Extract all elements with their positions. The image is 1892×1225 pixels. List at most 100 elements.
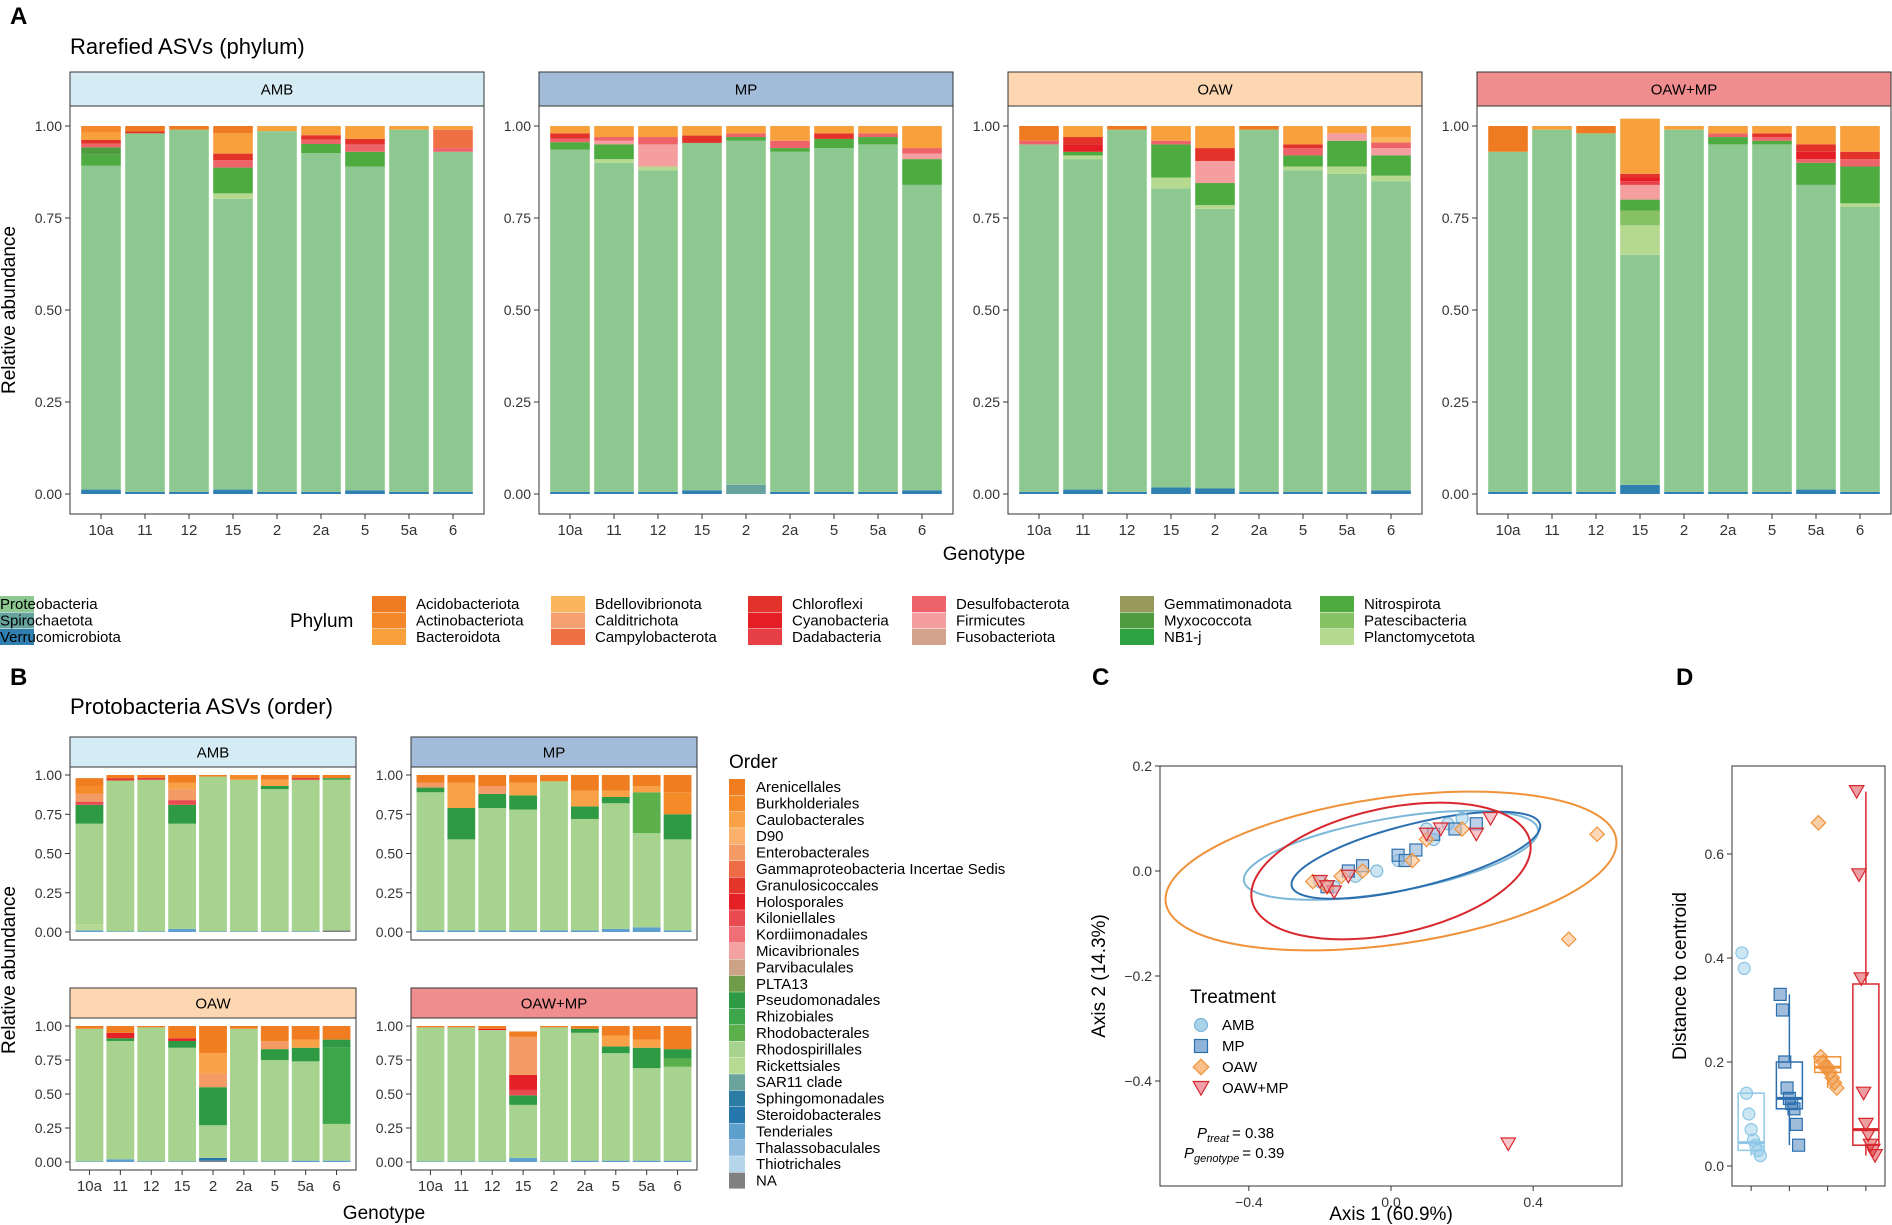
bar-segment-bacteroidota: [1840, 126, 1880, 152]
bar-segment-na: [322, 930, 351, 932]
point-oaw: [1454, 820, 1471, 838]
legend-swatch-desulfobacterota: [912, 596, 946, 612]
bar-2: [199, 775, 227, 932]
bar-segment-firmicutes: [594, 140, 634, 145]
bar-segment-proteobacteria: [345, 166, 385, 491]
y-tick-label: 1.00: [376, 767, 403, 783]
bar-segment-chloroflexi: [1796, 144, 1836, 152]
bar-segment-desulfobacterota: [81, 143, 121, 148]
bar-segment-nitrospirota: [1063, 151, 1103, 156]
bar-segment-tenderiales: [663, 930, 692, 932]
bar-segment-arenicellales: [509, 775, 538, 783]
y-tick-label: 0.0: [1133, 863, 1153, 879]
bar-segment-rhodospirillales: [137, 779, 166, 932]
x-tick-label: 2: [742, 522, 750, 539]
bar-segment-desulfobacterota: [550, 138, 590, 143]
bar-segment-planctomycetota: [1840, 203, 1880, 207]
bar-10a: [75, 1026, 104, 1162]
bar-segment-arenicellales: [478, 1026, 507, 1029]
bar-segment-nitrospirota: [726, 137, 766, 141]
bar-segment-planctomycetota: [1371, 175, 1411, 182]
facet-strip-label: OAW+MP: [1651, 81, 1718, 98]
y-axis-title: Relative abundance: [0, 226, 20, 394]
bar-segment-tenderiales: [106, 1159, 135, 1162]
bar-segment-tenderiales: [106, 931, 135, 932]
bar-segment-verrucomicrobiota: [257, 491, 297, 494]
bar-segment-cyanobacteria: [1796, 151, 1836, 160]
bar-15: [1620, 118, 1660, 494]
bar-segment-arenicellales: [168, 775, 197, 783]
legend-swatch-micavibrionales: [729, 943, 745, 959]
bar-segment-caulobacterales: [447, 782, 476, 808]
bar-6: [1840, 126, 1880, 494]
legend-label-steroidobacterales: Steroidobacterales: [756, 1107, 881, 1124]
bar-11: [447, 775, 476, 932]
bar-segment-acidobacteriota: [1019, 126, 1059, 141]
point-oaw-plusmp: [1418, 827, 1435, 843]
bar-segment-acidobacteriota: [1239, 126, 1279, 130]
bar-segment-verrucomicrobiota: [433, 491, 473, 494]
treatment-legend: Treatment AMB MP OAW OAW+MP: [1190, 987, 1289, 1097]
bar-segment-proteobacteria: [1620, 254, 1660, 485]
bar-10a: [81, 126, 121, 494]
bar-15: [168, 775, 197, 932]
legend-label-tenderiales: Tenderiales: [756, 1123, 833, 1140]
legend-swatch-fusobacteriota: [912, 629, 946, 645]
point-oaw-plusmp: [1468, 827, 1485, 843]
legend-swatch-enterobacterales: [729, 844, 745, 861]
bar-segment-nitrospirota: [301, 144, 341, 154]
legend-label-gammaproteobacteria-incertae-sedis: Gammaproteobacteria Incertae Sedis: [756, 861, 1005, 878]
bar-segment-proteobacteria: [1371, 181, 1411, 491]
panel-label-d: D: [1676, 664, 1693, 691]
x-tick-label: 6: [1856, 522, 1864, 539]
bar-segment-nitrospirota: [770, 148, 810, 152]
bar-segment-verrucomicrobiota: [125, 491, 165, 494]
legend-swatch-plta13: [729, 975, 745, 992]
bar-6: [433, 126, 473, 494]
bar-segment-campylobacterota: [433, 129, 473, 149]
legend-label-rhizobiales: Rhizobiales: [756, 1009, 834, 1026]
bar-segment-tenderiales: [260, 931, 289, 932]
bar-segment-enterobacterales: [168, 789, 197, 801]
point-oaw: [1354, 862, 1371, 880]
bar-segment-verrucomicrobiota: [1019, 491, 1059, 494]
bar-segment-acidobacteriota: [1576, 126, 1616, 134]
bar-segment-arenicellales: [540, 1026, 568, 1028]
bar-segment-tenderiales: [322, 1160, 351, 1162]
bar-segment-bacteroidota: [814, 126, 854, 134]
p-treat-subscript: treat: [1207, 1133, 1230, 1145]
bar-segment-rhodospirillales: [570, 818, 599, 931]
legend-swatch-verrucomicrobiota: [0, 629, 34, 645]
legend-swatch-gammaproteobacteria-incertae-sedis: [729, 861, 745, 877]
ellipse-oaw-plusmp: [1250, 801, 1532, 941]
bar-segment-pseudomonadales: [478, 793, 507, 808]
point-oaw-plusmp: [1325, 885, 1343, 900]
x-tick-label: 5: [830, 522, 838, 539]
bar-6: [902, 126, 942, 494]
bar-2a: [770, 126, 810, 494]
point-mp: [1780, 1081, 1794, 1095]
bar-segment-proteobacteria: [1664, 129, 1704, 492]
bar-15: [682, 126, 722, 494]
bar-segment-desulfobacterota: [1019, 140, 1059, 145]
legend-swatch-calditrichota: [551, 612, 585, 629]
legend-label-enterobacterales: Enterobacterales: [756, 845, 869, 862]
bar-segment-chloroflexi: [1752, 133, 1792, 138]
bar-segment-rhodospirillales: [322, 1123, 351, 1161]
bar-segment-nitrospirota: [1752, 140, 1792, 145]
y-tick-label: 0.50: [376, 1086, 403, 1102]
x-tick-label: 15: [1632, 522, 1649, 539]
bar-2a: [229, 775, 258, 932]
bar-segment-pseudomonadales: [416, 787, 445, 793]
bar-segment-rhodospirillales: [663, 1066, 692, 1161]
bar-segment-rhodospirillales: [416, 1027, 445, 1162]
point-mp: [1789, 1117, 1803, 1132]
y-tick-label: 0.50: [504, 302, 531, 318]
bar-segment-bacteroidota: [682, 126, 722, 136]
bar-6: [1371, 126, 1411, 494]
bar-segment-tenderiales: [291, 931, 320, 932]
bar-segment-desulfobacterota: [433, 148, 473, 152]
x-tick-label: 5a: [870, 522, 887, 539]
legend-label-verrucomicrobiota: Verrucomicrobiota: [0, 629, 122, 646]
point-oaw-plusmp: [1500, 1137, 1517, 1152]
